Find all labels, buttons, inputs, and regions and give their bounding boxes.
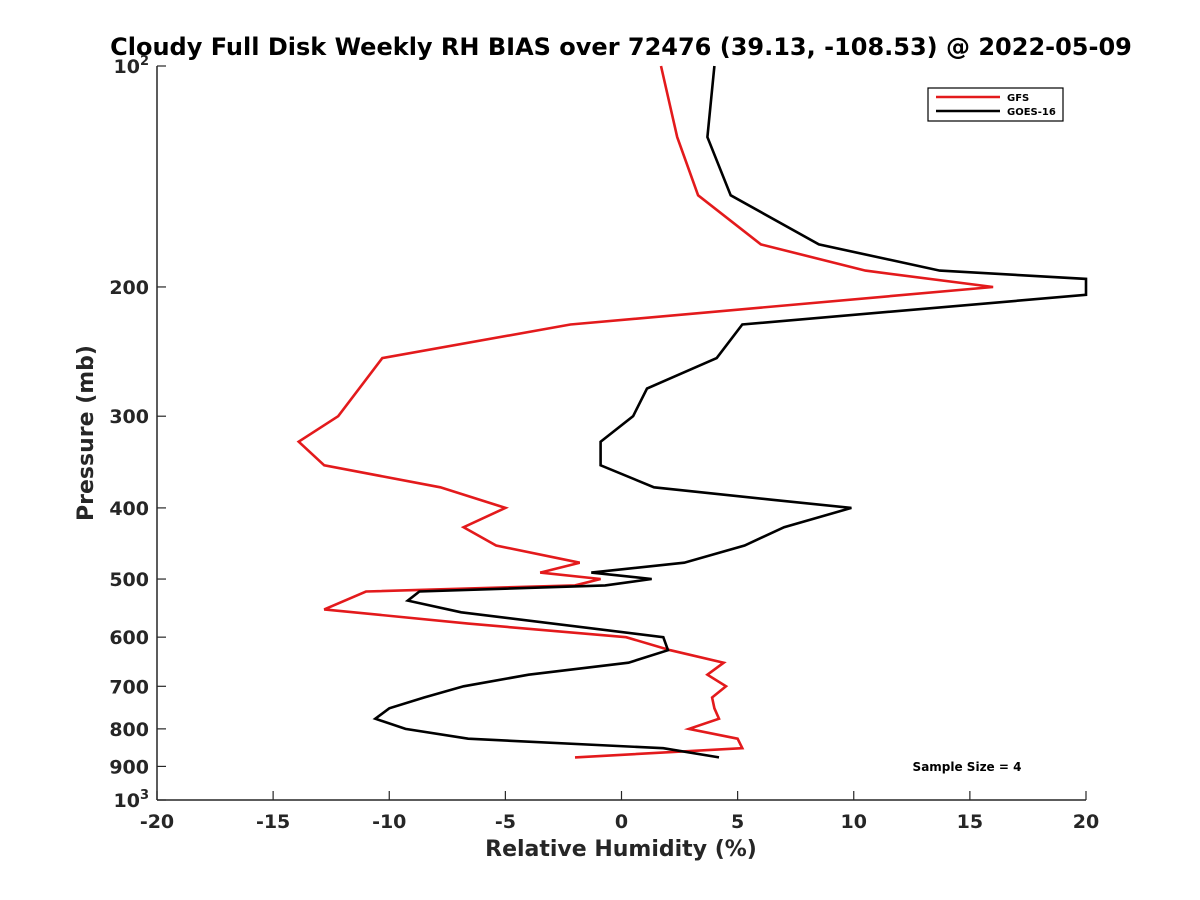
x-tick-label: -5 (495, 811, 516, 833)
y-tick-label: 200 (109, 277, 149, 299)
axes (156, 66, 1086, 801)
x-tick-label: 20 (1073, 811, 1099, 833)
chart-title: Cloudy Full Disk Weekly RH BIAS over 724… (110, 33, 1132, 61)
series-lines (296, 65, 1088, 759)
x-tick-label: 0 (615, 811, 628, 833)
y-tick-label-exponent: 2 (140, 54, 149, 69)
y-tick-label: 300 (109, 406, 149, 428)
x-axis-label: Relative Humidity (%) (485, 837, 757, 862)
y-tick-label: 400 (109, 498, 149, 520)
y-tick-label-base: 500 (109, 569, 149, 591)
y-tick-label: 900 (109, 756, 149, 778)
y-tick-label-exponent: 3 (140, 788, 149, 803)
sample-size-annotation: Sample Size = 4 (913, 760, 1022, 774)
y-tick-label: 700 (109, 676, 149, 698)
y-tick-label-base: 700 (109, 676, 149, 698)
y-tick-label: 102 (114, 54, 150, 78)
legend: GFS GOES-16 (927, 87, 1064, 122)
y-tick-label-base: 600 (109, 627, 149, 649)
y-tick-label-base: 10 (114, 790, 140, 812)
y-tick-label: 500 (109, 569, 149, 591)
y-axis-label: Pressure (mb) (74, 345, 99, 521)
y-tick-label-base: 400 (109, 498, 149, 520)
y-tick-label-base: 200 (109, 277, 149, 299)
legend-label: GFS (1007, 93, 1029, 104)
x-tick-label: -10 (372, 811, 406, 833)
x-tick-label: 5 (731, 811, 744, 833)
x-tick-label: 15 (957, 811, 983, 833)
y-tick-label-base: 300 (109, 406, 149, 428)
legend-label: GOES-16 (1007, 107, 1056, 118)
y-tick-label-base: 10 (114, 56, 140, 78)
y-tick-label: 600 (109, 627, 149, 649)
y-tick-label-base: 800 (109, 719, 149, 741)
series-line-goes-16 (372, 65, 1088, 759)
y-tick-label: 103 (114, 788, 150, 812)
y-tick-label-base: 900 (109, 756, 149, 778)
y-tick-label: 800 (109, 719, 149, 741)
series-line-gfs (296, 65, 994, 759)
x-tick-label: -15 (256, 811, 290, 833)
x-tick-label: 10 (841, 811, 867, 833)
x-axis-ticks: -20 -15 -10 -5 0 5 10 15 20 (140, 791, 1099, 833)
x-tick-label: -20 (140, 811, 174, 833)
legend-box (927, 87, 1064, 122)
